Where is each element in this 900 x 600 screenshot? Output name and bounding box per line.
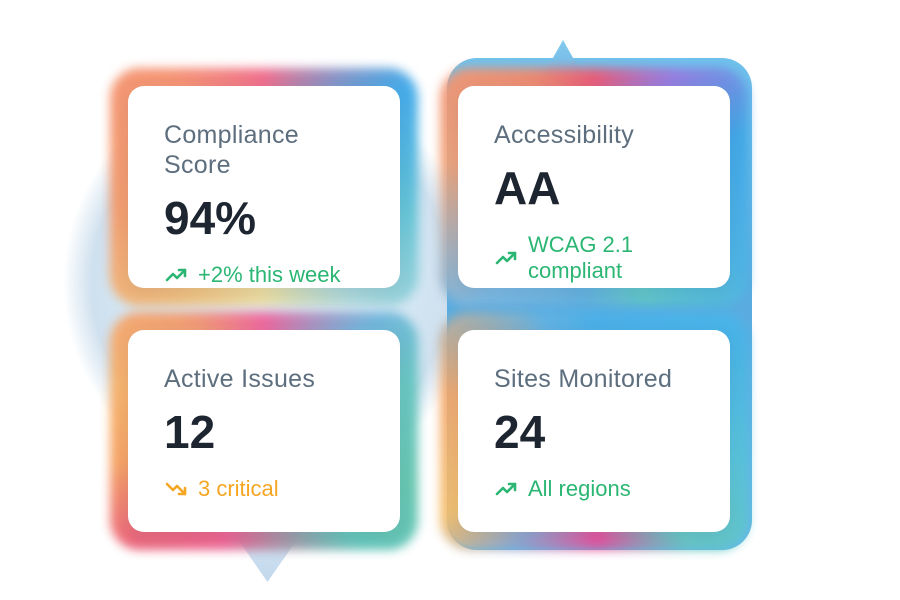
card-delta: All regions (494, 476, 694, 502)
card-title: Active Issues (164, 365, 316, 393)
trending-up-icon (495, 251, 517, 265)
card-value: AA (494, 162, 561, 214)
card-title: Sites Monitored (494, 365, 673, 393)
stat-card-accessibility: Accessibility AA WCAG 2.1 compliant (440, 68, 748, 306)
stat-card-compliance-score: Compliance Score 94% +2% this week (110, 68, 418, 306)
stat-card-active-issues: Active Issues 12 3 critical (110, 312, 418, 550)
card-delta: +2% this week (164, 262, 364, 288)
card-value: 94% (164, 192, 257, 244)
card-value: 12 (164, 406, 216, 458)
card-title: Compliance Score (164, 121, 300, 179)
trending-up-icon (165, 268, 187, 282)
card-delta: WCAG 2.1 compliant (494, 232, 694, 284)
card-delta-label: WCAG 2.1 compliant (528, 232, 634, 283)
card-value: 24 (494, 406, 546, 458)
card-delta-label: +2% this week (198, 262, 341, 287)
card-delta-label: All regions (528, 476, 631, 501)
trending-down-icon (165, 482, 187, 496)
trending-up-icon (495, 482, 517, 496)
stat-card-sites-monitored: Sites Monitored 24 All regions (440, 312, 748, 550)
card-title: Accessibility (494, 121, 635, 149)
card-delta: 3 critical (164, 476, 364, 502)
card-delta-label: 3 critical (198, 476, 279, 501)
